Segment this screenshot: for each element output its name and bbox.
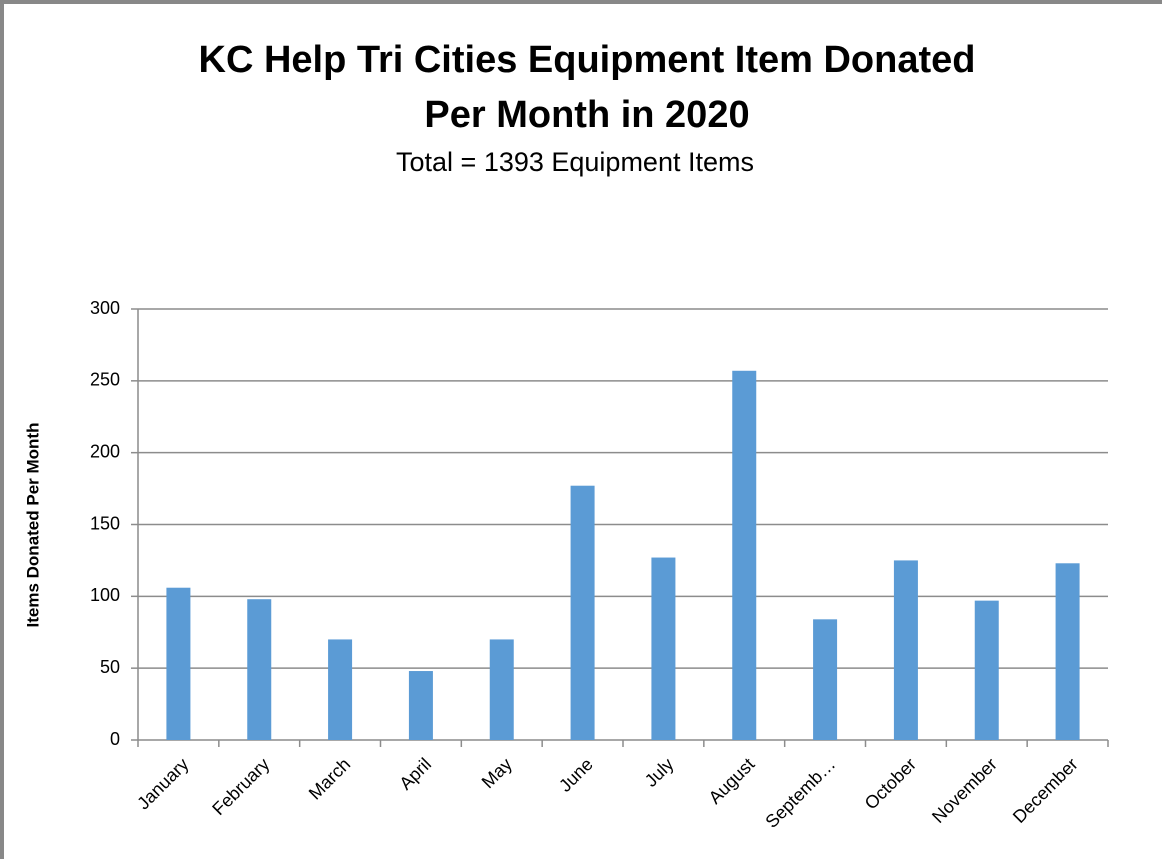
x-tick-label: April (395, 754, 435, 794)
bar (732, 370, 757, 740)
y-tick-label: 100 (90, 585, 120, 605)
chart-title: KC Help Tri Cities Equipment Item Donate… (199, 39, 976, 81)
x-tick-label: June (555, 754, 597, 796)
x-tick-label: May (478, 754, 516, 792)
x-tick-label: November (928, 754, 1001, 827)
x-tick-label: February (208, 754, 273, 819)
bar (651, 557, 676, 740)
chart-subtitle: Total = 1393 Equipment Items (396, 147, 754, 177)
x-tick-label: December (1009, 754, 1082, 827)
x-tick-label: October (861, 754, 920, 813)
bar (974, 600, 999, 740)
bar (813, 619, 838, 740)
y-tick-label: 50 (100, 657, 120, 677)
chart-title: Per Month in 2020 (424, 94, 749, 136)
y-tick-label: 0 (110, 729, 120, 749)
bar (489, 639, 514, 740)
bar (328, 639, 353, 740)
bar (1055, 563, 1080, 740)
x-tick-label: July (641, 754, 678, 791)
y-tick-label: 300 (90, 298, 120, 318)
y-tick-label: 150 (90, 513, 120, 533)
x-tick-label: March (305, 754, 355, 804)
bar (893, 560, 918, 740)
x-tick-label: January (133, 754, 192, 813)
y-tick-label: 250 (90, 370, 120, 390)
bar (570, 485, 595, 740)
bar (166, 587, 191, 740)
x-tick-label: Septemb… (761, 754, 839, 832)
x-tick-label: August (705, 754, 759, 808)
y-axis-label: Items Donated Per Month (23, 423, 42, 628)
bar (408, 671, 433, 740)
bar (247, 599, 272, 740)
y-tick-label: 200 (90, 441, 120, 461)
